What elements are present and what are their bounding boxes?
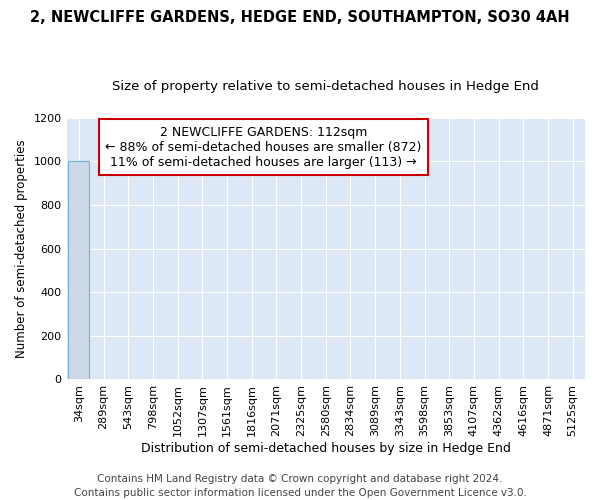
X-axis label: Distribution of semi-detached houses by size in Hedge End: Distribution of semi-detached houses by …: [141, 442, 511, 455]
Text: 2, NEWCLIFFE GARDENS, HEDGE END, SOUTHAMPTON, SO30 4AH: 2, NEWCLIFFE GARDENS, HEDGE END, SOUTHAM…: [30, 10, 570, 25]
Y-axis label: Number of semi-detached properties: Number of semi-detached properties: [15, 140, 28, 358]
Text: Contains HM Land Registry data © Crown copyright and database right 2024.
Contai: Contains HM Land Registry data © Crown c…: [74, 474, 526, 498]
Text: 2 NEWCLIFFE GARDENS: 112sqm
← 88% of semi-detached houses are smaller (872)
11% : 2 NEWCLIFFE GARDENS: 112sqm ← 88% of sem…: [106, 126, 422, 168]
Bar: [68, 162, 89, 380]
Title: Size of property relative to semi-detached houses in Hedge End: Size of property relative to semi-detach…: [112, 80, 539, 93]
